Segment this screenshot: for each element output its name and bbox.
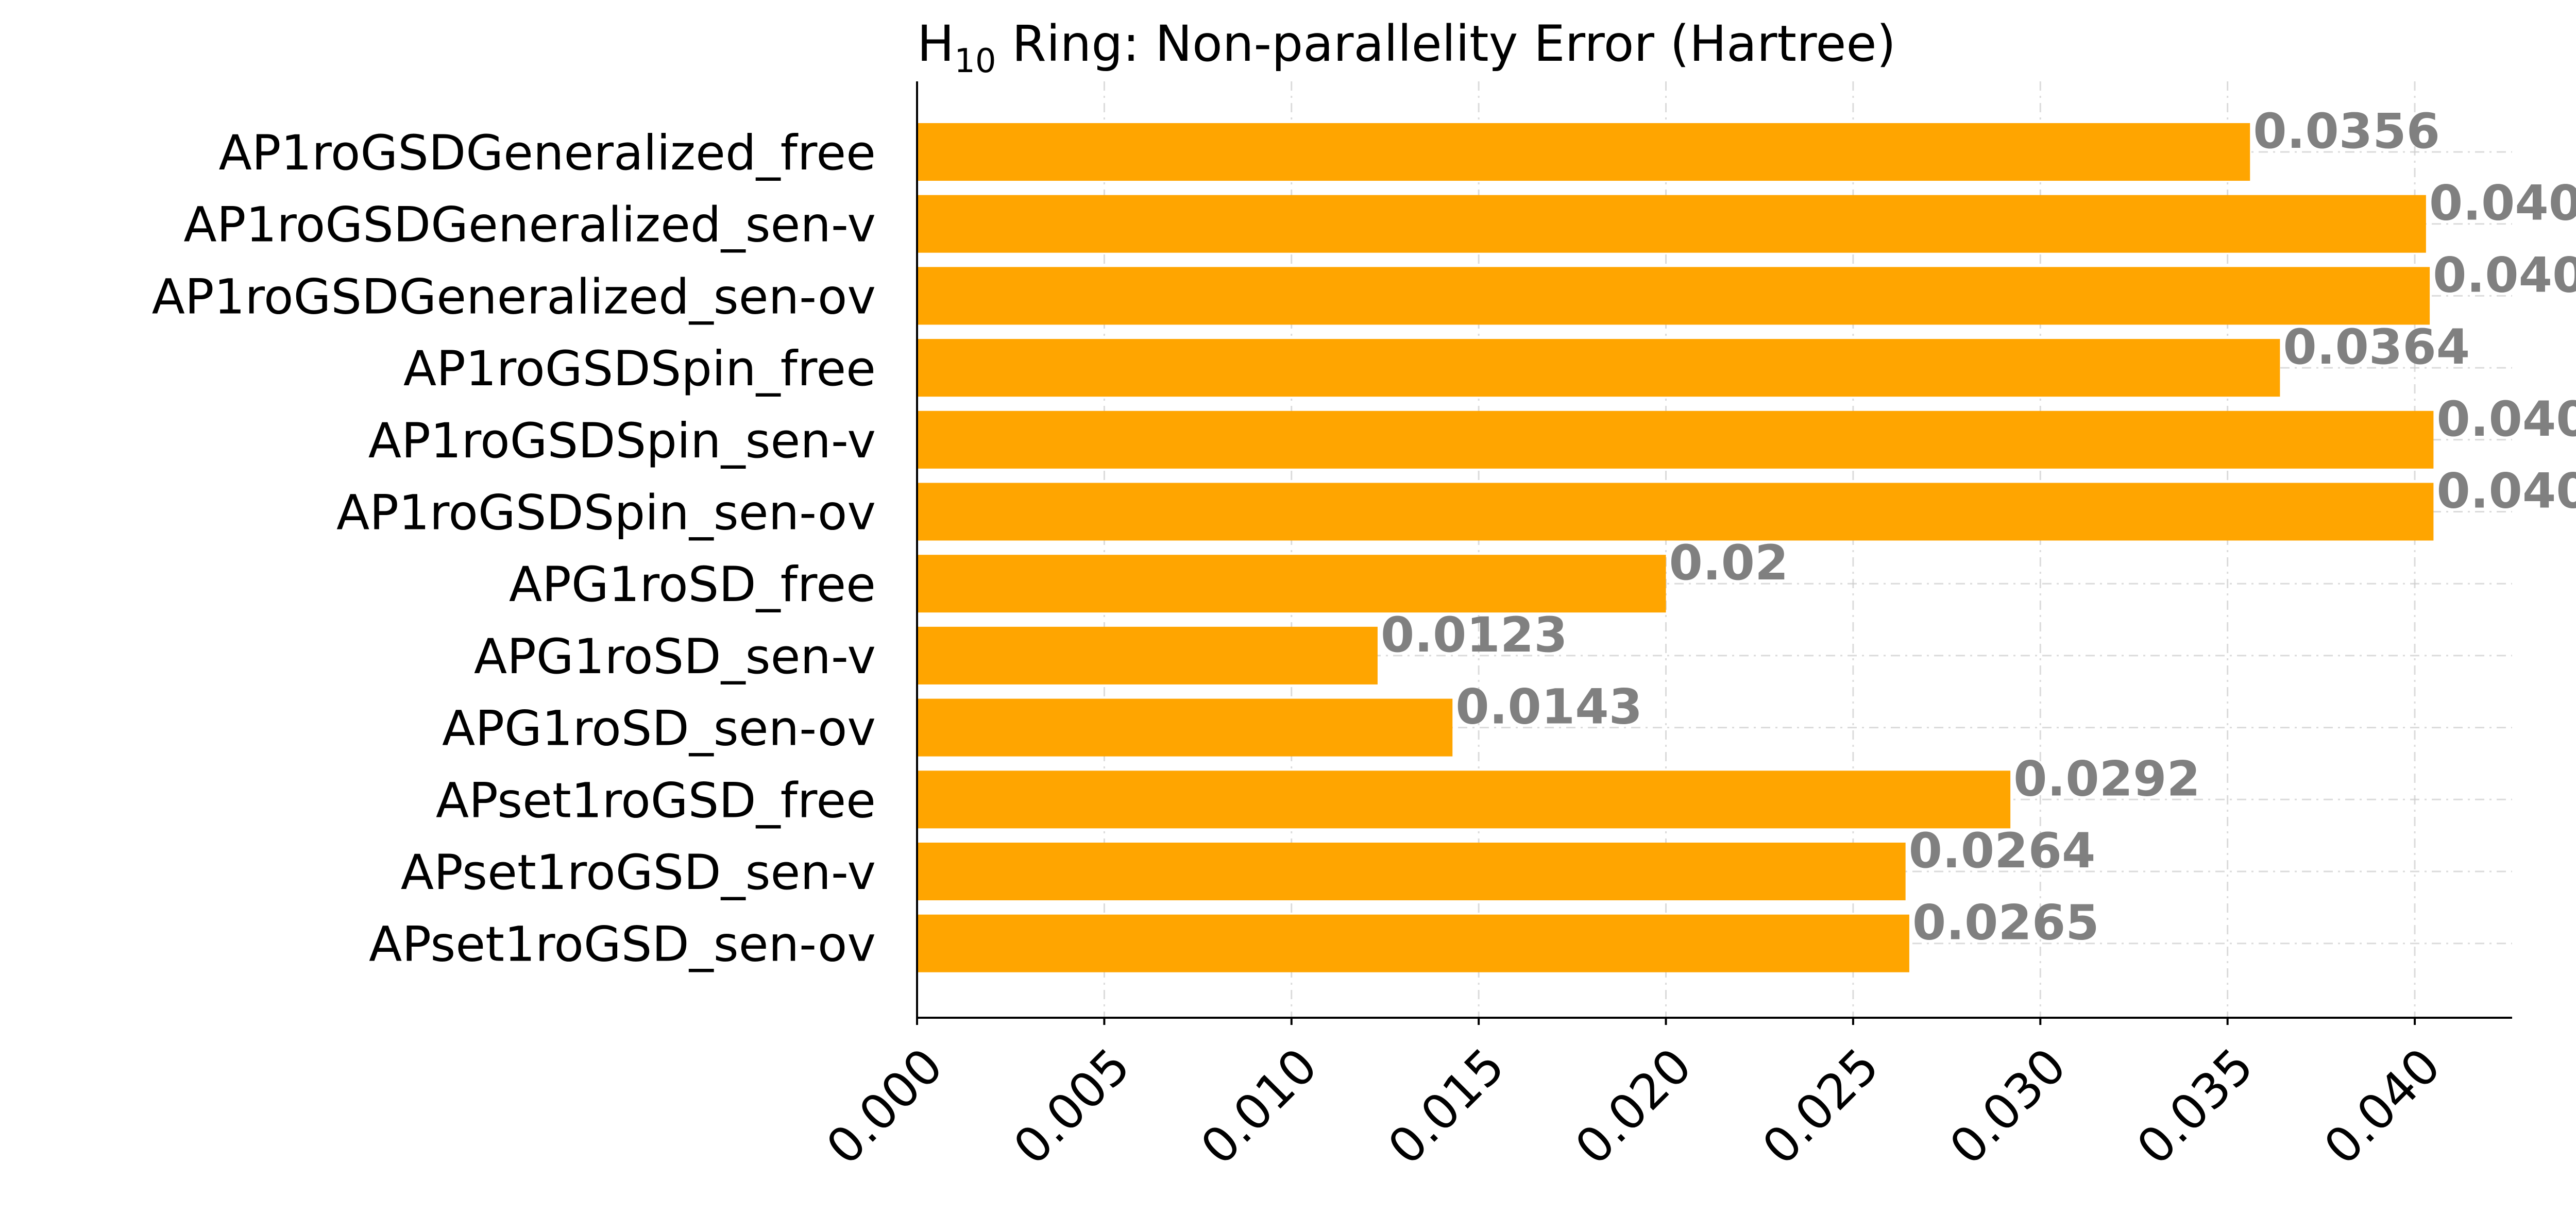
chart-title-main: H — [917, 15, 954, 73]
bar — [917, 483, 2434, 541]
x-tick-label: 0.035 — [2127, 1038, 2264, 1175]
bar — [917, 843, 1906, 900]
value-label: 0.0405 — [2436, 391, 2576, 448]
value-labels: 0.0356 0.0403 0.0404 0.0364 0.0405 0.0405 0.02… — [1381, 104, 2576, 951]
x-tick-label: 0.020 — [1565, 1038, 1702, 1175]
category-label: APset1roGSD_sen-ov — [369, 917, 876, 973]
category-label: AP1roGSDSpin_free — [403, 341, 876, 397]
x-tick-label: 0.010 — [1191, 1038, 1328, 1175]
value-label: 0.0265 — [1912, 895, 2099, 951]
category-label: APset1roGSD_free — [436, 773, 876, 829]
bar — [917, 339, 2280, 397]
category-label: AP1roGSDSpin_sen-ov — [336, 485, 876, 541]
bar — [917, 771, 2011, 829]
value-label: 0.0143 — [1455, 679, 1642, 735]
value-label: 0.0364 — [2283, 319, 2470, 375]
chart-title-subscript: 10 — [954, 42, 996, 80]
bar — [917, 626, 1378, 684]
value-label: 0.0403 — [2429, 176, 2576, 232]
x-tick-label: 0.030 — [1939, 1038, 2077, 1175]
chart-title: H10 Ring: Non-parallelity Error (Hartree… — [917, 15, 1896, 80]
value-label: 0.0292 — [2013, 751, 2200, 807]
bar — [917, 555, 1666, 613]
x-tick-label: 0.040 — [2314, 1038, 2451, 1175]
value-label: 0.02 — [1669, 535, 1789, 591]
value-label: 0.0404 — [2433, 247, 2576, 303]
category-label: APset1roGSD_sen-v — [401, 845, 876, 901]
category-label: AP1roGSDGeneralized_free — [218, 125, 876, 181]
category-label: APG1roSD_sen-v — [474, 629, 876, 685]
x-tick-labels: 0.000 0.005 0.010 0.015 0.020 0.025 0.030 0.035… — [816, 1018, 2451, 1176]
bar — [917, 195, 2426, 253]
value-label: 0.0264 — [1909, 823, 2096, 879]
bar — [917, 123, 2250, 181]
axes — [916, 81, 2512, 1019]
x-tick-label: 0.000 — [816, 1038, 954, 1175]
category-label: AP1roGSDGeneralized_sen-v — [183, 197, 876, 253]
value-label: 0.0405 — [2436, 464, 2576, 520]
category-label: APG1roSD_free — [509, 557, 876, 613]
category-labels: AP1roGSDGeneralized_free AP1roGSDGenerali… — [152, 125, 876, 973]
category-label: APG1roSD_sen-ov — [442, 701, 876, 757]
bar — [917, 410, 2434, 469]
bars — [917, 123, 2434, 972]
chart-title-rest: Ring: Non-parallelity Error (Hartree) — [996, 15, 1896, 73]
value-label: 0.0356 — [2253, 104, 2440, 160]
x-tick-label: 0.015 — [1378, 1038, 1515, 1175]
x-tick-label: 0.025 — [1752, 1038, 1890, 1175]
value-label: 0.0123 — [1381, 607, 1568, 663]
bar — [917, 698, 1453, 757]
bar — [917, 267, 2430, 325]
category-label: AP1roGSDSpin_sen-v — [368, 413, 876, 469]
x-tick-label: 0.005 — [1003, 1038, 1141, 1175]
bar — [917, 914, 1909, 972]
category-label: AP1roGSDGeneralized_sen-ov — [152, 269, 876, 325]
